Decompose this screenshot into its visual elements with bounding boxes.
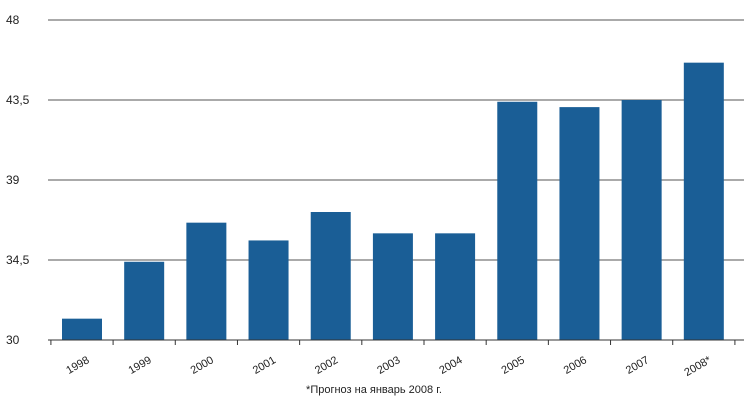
x-tick-label: 2004	[437, 354, 464, 377]
x-tick-label: 2001	[251, 354, 278, 377]
y-tick-label: 34,5	[6, 253, 30, 267]
bar	[62, 318, 102, 340]
x-tick-label: 2002	[313, 354, 340, 377]
x-tick-label: 2006	[562, 354, 589, 377]
x-tick-label: 2007	[624, 354, 651, 377]
x-tick-label: 1999	[126, 354, 153, 377]
y-tick-label: 39	[6, 173, 20, 187]
x-tick-label: 2000	[189, 354, 216, 377]
x-tick-label: 1998	[64, 354, 91, 377]
bar	[310, 212, 351, 340]
bar	[683, 62, 724, 341]
bar	[248, 240, 289, 340]
bar	[497, 101, 538, 341]
axes	[48, 339, 744, 345]
bar	[124, 261, 165, 340]
y-tick-label: 48	[6, 13, 20, 27]
y-tick-labels: 30 34,5 39 43,5 48	[6, 13, 30, 347]
y-tick-label: 43,5	[6, 93, 30, 107]
x-tick-labels: 1998 1999 2000 2001 2002 2003 2004 2005 2006 2007…	[64, 354, 714, 379]
x-tick-label: 2008*	[682, 354, 714, 379]
bar	[621, 100, 662, 340]
footnote: *Прогноз на январь 2008 г.	[306, 384, 442, 396]
bar	[372, 233, 413, 340]
bar	[435, 233, 476, 340]
bar	[186, 222, 227, 340]
bar	[559, 107, 600, 340]
bars	[62, 62, 724, 341]
y-tick-label: 30	[6, 333, 20, 347]
x-tick-label: 2003	[375, 354, 402, 377]
x-tick-label: 2005	[500, 354, 527, 377]
